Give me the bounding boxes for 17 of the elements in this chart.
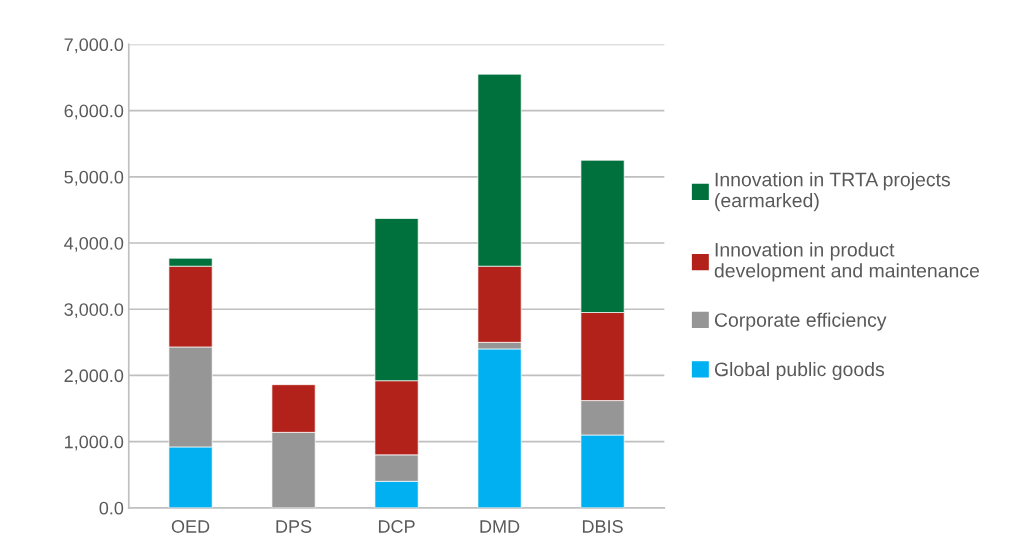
y-tick-label: 2,000.0 bbox=[64, 369, 124, 385]
y-tick-label: 6,000.0 bbox=[64, 104, 124, 120]
y-tick-label: 4,000.0 bbox=[64, 236, 124, 252]
x-tick-label: DMD bbox=[480, 520, 520, 533]
x-tick-label: DCP bbox=[378, 520, 415, 533]
x-tick-label: DPS bbox=[276, 520, 312, 533]
legend-label: Innovation in TRTA projects (earmarked) bbox=[715, 172, 950, 212]
y-tick-label: 3,000.0 bbox=[64, 303, 124, 319]
legend-label: Global public goods bbox=[714, 361, 885, 381]
y-tick-label: 0.0 bbox=[99, 501, 124, 515]
legend-label: Innovation in product development and maintenance bbox=[714, 242, 980, 282]
y-tick-label: 5,000.0 bbox=[64, 170, 124, 186]
x-tick-label: OED bbox=[171, 520, 210, 533]
x-tick-label: DBIS bbox=[582, 520, 623, 533]
y-tick-label: 7,000.0 bbox=[64, 38, 124, 54]
y-tick-label: 1,000.0 bbox=[65, 435, 124, 451]
legend-label: Corporate efficiency bbox=[714, 312, 887, 331]
